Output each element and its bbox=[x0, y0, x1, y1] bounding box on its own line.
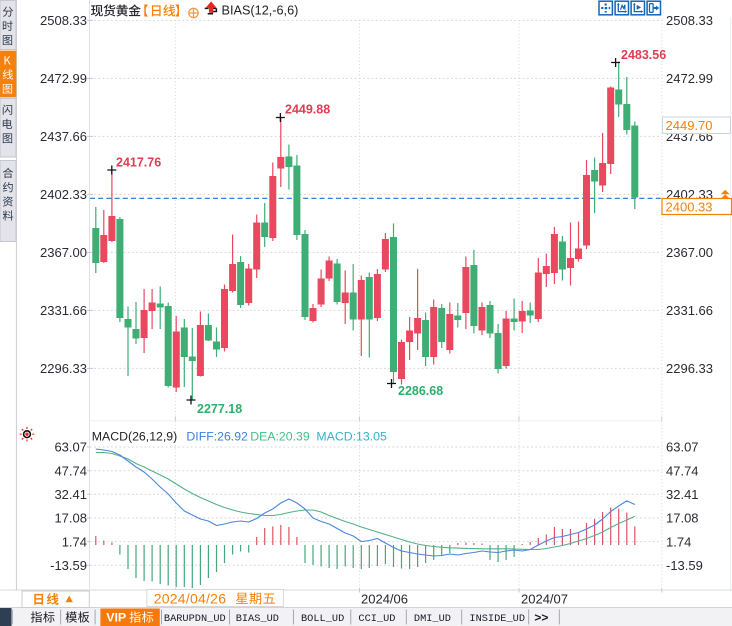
svg-text:47.74: 47.74 bbox=[54, 463, 87, 478]
svg-text:2277.18: 2277.18 bbox=[197, 402, 242, 416]
svg-text:1.74: 1.74 bbox=[666, 534, 691, 549]
svg-text:63.07: 63.07 bbox=[666, 440, 699, 455]
svg-text:2508.33: 2508.33 bbox=[666, 13, 713, 28]
svg-text:2331.66: 2331.66 bbox=[666, 303, 713, 318]
svg-text:DMI_UD: DMI_UD bbox=[414, 613, 451, 625]
svg-text:2367.00: 2367.00 bbox=[40, 245, 87, 260]
svg-text:-13.59: -13.59 bbox=[50, 558, 87, 573]
svg-text:17.08: 17.08 bbox=[54, 511, 87, 526]
svg-text:2483.56: 2483.56 bbox=[621, 48, 666, 62]
svg-text:2024/07: 2024/07 bbox=[521, 591, 568, 606]
svg-text:2472.99: 2472.99 bbox=[666, 71, 713, 86]
svg-text:32.41: 32.41 bbox=[666, 487, 699, 502]
svg-text:2508.33: 2508.33 bbox=[40, 13, 87, 28]
svg-text:2449.70: 2449.70 bbox=[666, 118, 713, 133]
svg-text:2331.66: 2331.66 bbox=[40, 303, 87, 318]
svg-text:BARUPDN_UD: BARUPDN_UD bbox=[164, 613, 226, 625]
svg-text:47.74: 47.74 bbox=[666, 463, 699, 478]
svg-text:CCI_UD: CCI_UD bbox=[358, 613, 395, 625]
svg-text:2286.68: 2286.68 bbox=[398, 384, 443, 398]
svg-text:2296.33: 2296.33 bbox=[40, 361, 87, 376]
svg-text:2437.66: 2437.66 bbox=[40, 129, 87, 144]
svg-text:MACD(26,12,9): MACD(26,12,9) bbox=[92, 430, 177, 444]
svg-text:2472.99: 2472.99 bbox=[40, 71, 87, 86]
svg-text:2024/06: 2024/06 bbox=[361, 591, 408, 606]
svg-text:DEA:20.39: DEA:20.39 bbox=[250, 430, 310, 444]
svg-text:2449.88: 2449.88 bbox=[285, 103, 330, 117]
svg-text:INSIDE_UD: INSIDE_UD bbox=[469, 613, 525, 625]
svg-text:2024/04/26: 2024/04/26 bbox=[154, 590, 227, 606]
svg-text:2417.76: 2417.76 bbox=[116, 155, 161, 169]
svg-text:VIP: VIP bbox=[106, 611, 126, 625]
svg-text:BIAS(12,-6,6): BIAS(12,-6,6) bbox=[222, 4, 299, 18]
svg-text:32.41: 32.41 bbox=[54, 487, 87, 502]
svg-text:>>: >> bbox=[534, 611, 548, 625]
svg-text:63.07: 63.07 bbox=[54, 440, 87, 455]
svg-text:2296.33: 2296.33 bbox=[666, 361, 713, 376]
svg-text:2400.33: 2400.33 bbox=[666, 199, 713, 214]
svg-text:2402.33: 2402.33 bbox=[40, 187, 87, 202]
svg-text:BOLL_UD: BOLL_UD bbox=[301, 613, 344, 625]
svg-text:1.74: 1.74 bbox=[62, 534, 87, 549]
svg-text:17.08: 17.08 bbox=[666, 511, 699, 526]
svg-text:MACD:13.05: MACD:13.05 bbox=[316, 430, 387, 444]
svg-text:DIFF:26.92: DIFF:26.92 bbox=[186, 430, 248, 444]
svg-text:-13.59: -13.59 bbox=[666, 558, 703, 573]
svg-text:2367.00: 2367.00 bbox=[666, 245, 713, 260]
svg-text:BIAS_UD: BIAS_UD bbox=[236, 613, 279, 625]
